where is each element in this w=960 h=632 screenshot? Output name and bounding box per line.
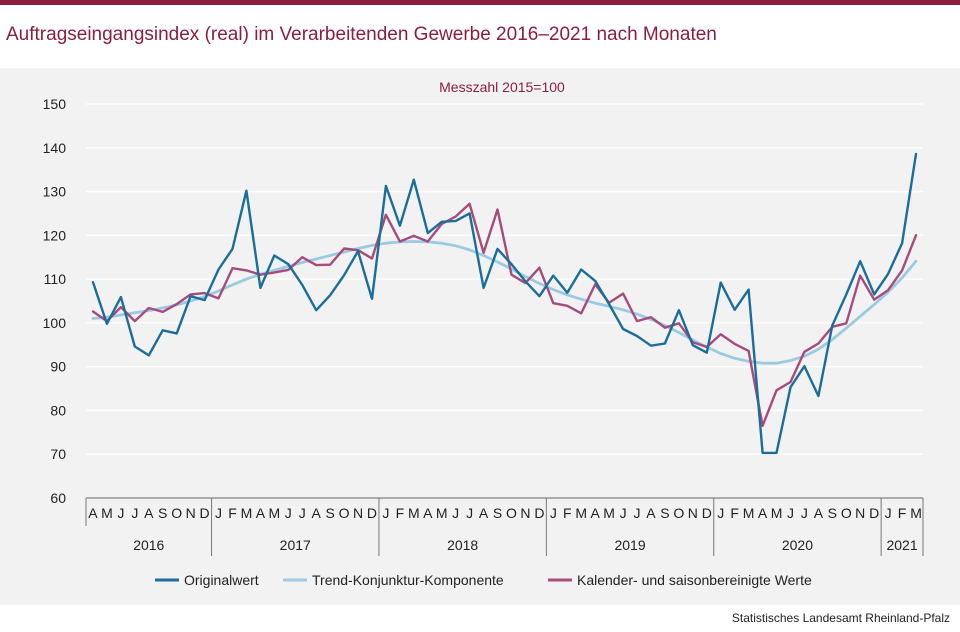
y-tick-label: 150 xyxy=(43,96,67,112)
x-tick-label: F xyxy=(898,505,907,521)
x-tick-label: M xyxy=(575,505,587,521)
x-tick-label: J xyxy=(466,505,473,521)
x-tick-label: M xyxy=(743,505,755,521)
legend-label: Originalwert xyxy=(184,572,259,588)
y-tick-label: 130 xyxy=(43,184,67,200)
x-tick-label: A xyxy=(88,505,98,521)
y-tick-label: 60 xyxy=(50,490,66,506)
x-tick-label: A xyxy=(814,505,824,521)
x-tick-label: J xyxy=(717,505,724,521)
x-tick-label: D xyxy=(534,505,544,521)
year-label: 2016 xyxy=(133,537,164,553)
x-tick-label: N xyxy=(855,505,865,521)
year-label: 2017 xyxy=(280,537,311,553)
y-tick-label: 90 xyxy=(50,359,66,375)
x-tick-label: J xyxy=(452,505,459,521)
top-accent-bar xyxy=(0,0,960,5)
y-tick-label: 120 xyxy=(43,227,67,243)
year-label: 2020 xyxy=(782,537,813,553)
x-tick-label: N xyxy=(353,505,363,521)
x-tick-label: J xyxy=(787,505,794,521)
x-tick-label: M xyxy=(268,505,280,521)
year-label: 2018 xyxy=(447,537,478,553)
x-tick-label: O xyxy=(673,505,684,521)
y-tick-label: 100 xyxy=(43,315,67,331)
legend: Originalwert Trend-Konjunktur-Komponente K… xyxy=(155,572,812,588)
x-tick-label: J xyxy=(215,505,222,521)
x-tick-label: J xyxy=(285,505,292,521)
x-tick-label: D xyxy=(702,505,712,521)
x-tick-label: J xyxy=(801,505,808,521)
y-tick-label: 140 xyxy=(43,140,67,156)
series-line xyxy=(91,240,918,365)
y-tick-label: 80 xyxy=(50,402,66,418)
line-chart: Messzahl 2015=100 60 70 80 90 100 110 120 130 14… xyxy=(43,79,924,588)
gridlines xyxy=(86,103,923,455)
x-tick-label: F xyxy=(228,505,237,521)
x-tick-label: A xyxy=(423,505,433,521)
x-tick-label: D xyxy=(200,505,210,521)
x-tick-label: J xyxy=(620,505,627,521)
series-lines xyxy=(91,152,918,455)
x-tick-label: D xyxy=(367,505,377,521)
x-tick-label: O xyxy=(339,505,350,521)
x-tick-label: J xyxy=(117,505,124,521)
x-tick-label: M xyxy=(241,505,253,521)
x-tick-label: A xyxy=(256,505,266,521)
x-tick-label: O xyxy=(506,505,517,521)
page-title: Auftragseingangsindex (real) im Verarbei… xyxy=(6,24,717,45)
x-tick-label: M xyxy=(101,505,113,521)
chart-subtitle: Messzahl 2015=100 xyxy=(439,79,565,95)
x-tick-label: J xyxy=(382,505,389,521)
x-tick-label: J xyxy=(634,505,641,521)
chart-panel: Messzahl 2015=100 60 70 80 90 100 110 120 130 14… xyxy=(0,68,960,605)
x-tick-label: M xyxy=(771,505,783,521)
x-tick-label: M xyxy=(603,505,615,521)
x-tick-label: F xyxy=(396,505,405,521)
x-tick-label: J xyxy=(885,505,892,521)
x-tick-label: F xyxy=(730,505,739,521)
legend-label: Kalender- und saisonbereinigte Werte xyxy=(577,572,812,588)
x-tick-label: N xyxy=(186,505,196,521)
x-tick-label: S xyxy=(158,505,167,521)
x-tick-label: N xyxy=(688,505,698,521)
x-tick-label: A xyxy=(646,505,656,521)
series-line xyxy=(91,152,918,455)
x-tick-label: A xyxy=(591,505,601,521)
y-tick-label: 70 xyxy=(50,446,66,462)
series-line xyxy=(91,202,918,427)
x-tick-label: A xyxy=(479,505,489,521)
x-tick-label: D xyxy=(869,505,879,521)
x-tick-label: S xyxy=(493,505,502,521)
x-tick-label: O xyxy=(171,505,182,521)
x-tick-label: M xyxy=(408,505,420,521)
x-tick-label: A xyxy=(758,505,768,521)
x-tick-label: J xyxy=(550,505,557,521)
x-tick-label: A xyxy=(144,505,154,521)
x-tick-label: N xyxy=(520,505,530,521)
x-tick-label: M xyxy=(436,505,448,521)
legend-label: Trend-Konjunktur-Komponente xyxy=(312,572,504,588)
x-tick-label: O xyxy=(841,505,852,521)
x-tick-label: S xyxy=(828,505,837,521)
year-label: 2021 xyxy=(886,537,917,553)
x-tick-label: M xyxy=(910,505,922,521)
x-tick-label: J xyxy=(131,505,138,521)
year-label: 2019 xyxy=(614,537,645,553)
x-tick-label: F xyxy=(563,505,572,521)
x-tick-label: S xyxy=(660,505,669,521)
x-tick-label: S xyxy=(325,505,334,521)
x-tick-label: J xyxy=(299,505,306,521)
x-tick-label: A xyxy=(312,505,322,521)
y-axis: 60 70 80 90 100 110 120 130 140 150 xyxy=(43,96,67,506)
source-note: Statistisches Landesamt Rheinland-Pfalz xyxy=(731,611,950,625)
y-tick-label: 110 xyxy=(44,271,67,287)
